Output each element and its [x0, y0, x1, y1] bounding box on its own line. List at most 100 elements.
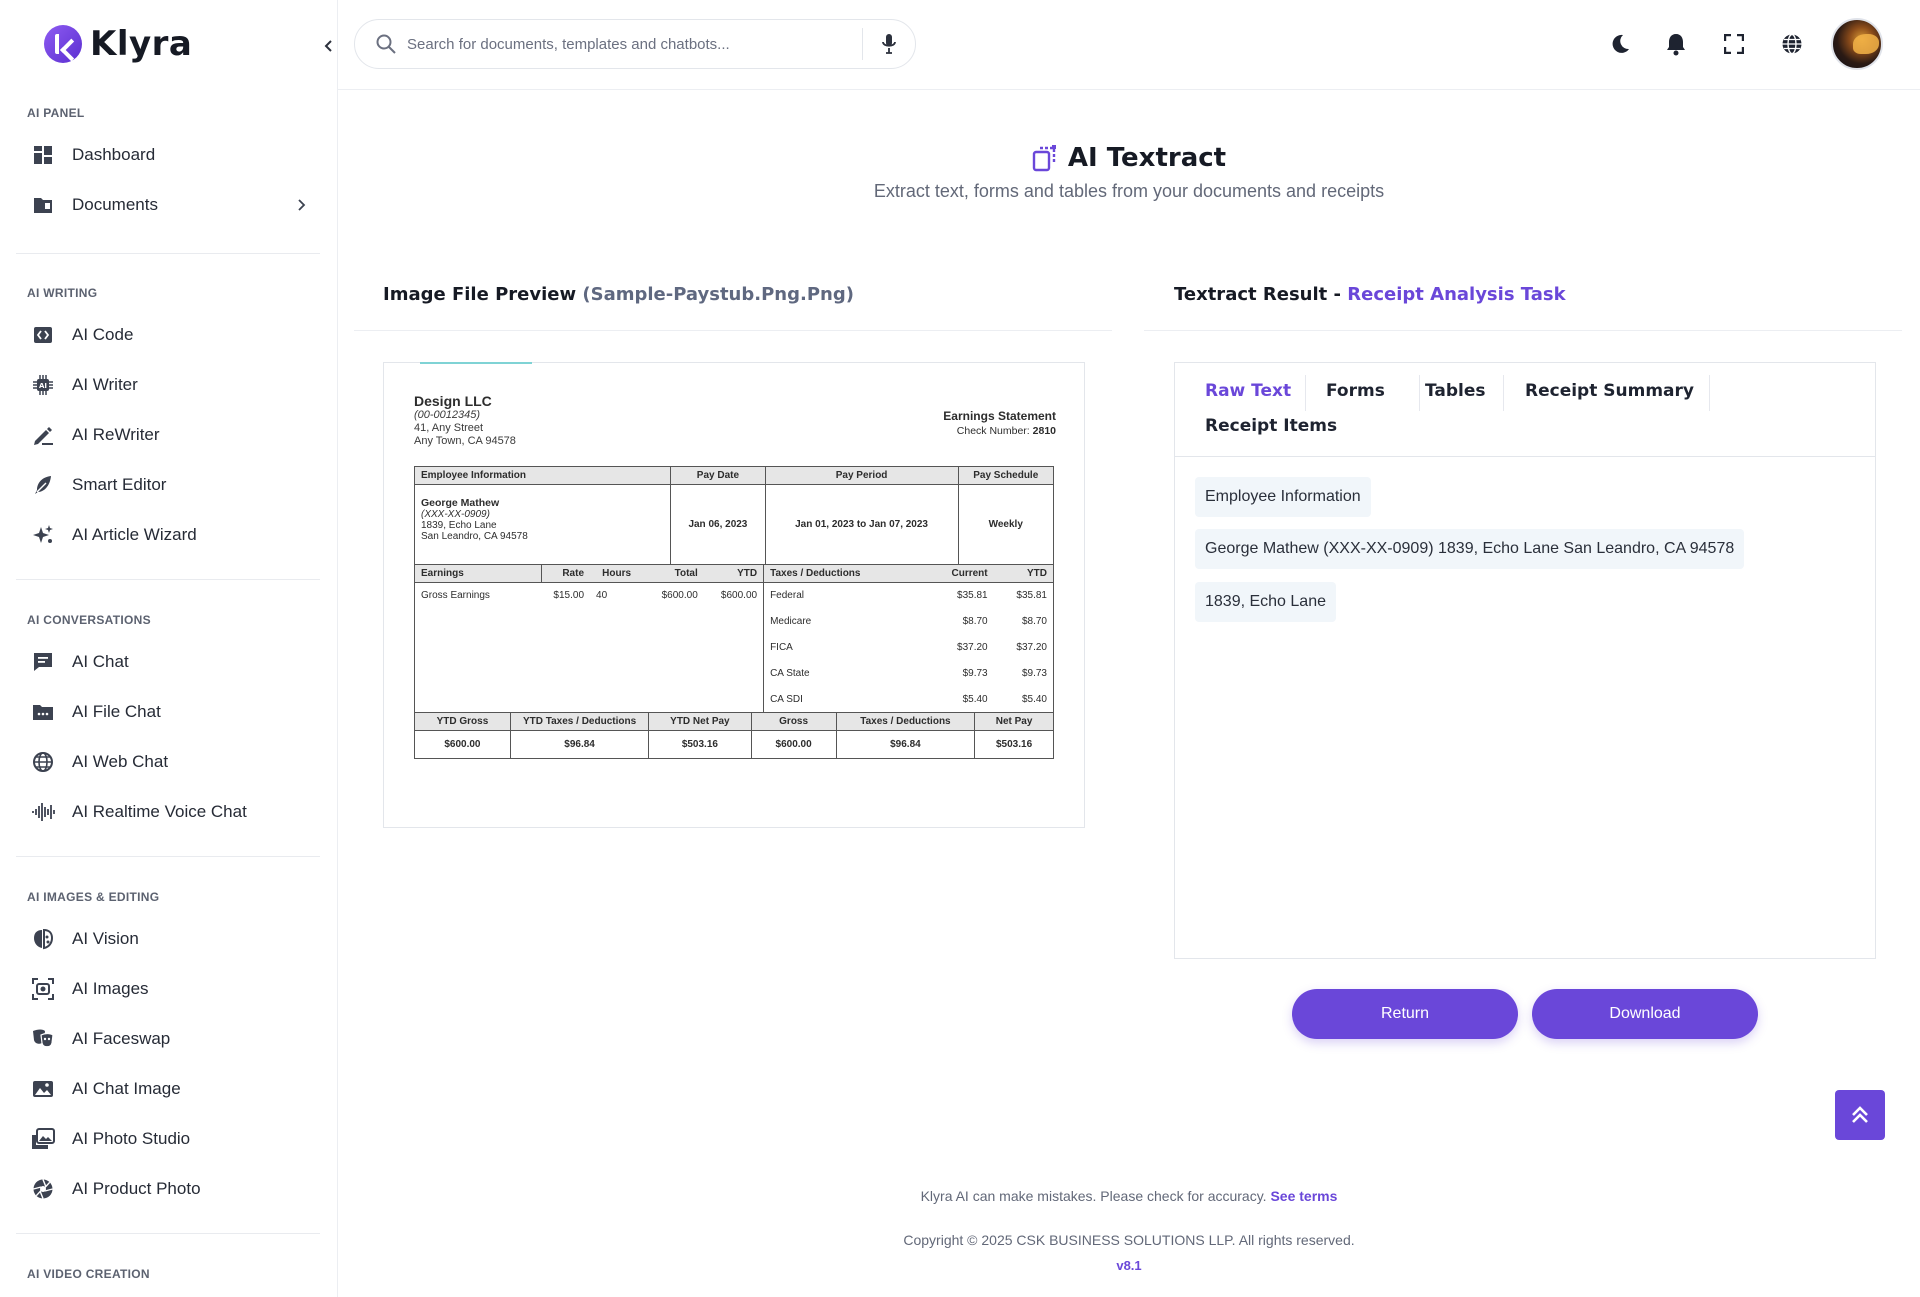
sidebar-item-label: AI Vision	[72, 929, 139, 948]
aperture-icon	[30, 1176, 56, 1202]
pay-period: Jan 01, 2023 to Jan 07, 2023	[764, 484, 959, 565]
main-content: AI Textract Extract text, forms and tabl…	[338, 91, 1920, 1297]
disclaimer: Klyra AI can make mistakes. Please check…	[338, 1188, 1920, 1204]
sidebar-divider	[16, 1233, 320, 1234]
earnings-rate: $15.00	[553, 590, 585, 602]
svg-text:AI: AI	[39, 382, 47, 390]
tax-ytd: $35.81	[993, 582, 1054, 609]
result-heading-divider	[1144, 330, 1902, 331]
globe-icon	[30, 749, 56, 775]
search-bar[interactable]	[354, 19, 916, 69]
earnings-total: $600.00	[661, 590, 698, 602]
sidebar-item-ai-realtime-voice-chat[interactable]: AI Realtime Voice Chat	[0, 787, 338, 837]
photo-stack-icon	[30, 1126, 56, 1152]
earnings-hours: 40	[596, 590, 608, 602]
app-logo[interactable]: Klyra	[44, 24, 192, 64]
tab-receipt-summary[interactable]: Receipt Summary	[1525, 381, 1694, 401]
sidebar-item-label: AI File Chat	[72, 702, 161, 721]
app-name: Klyra	[90, 24, 193, 64]
sidebar-item-label: Dashboard	[72, 145, 156, 164]
sidebar-item-label: AI Chat Image	[72, 1079, 181, 1098]
sidebar-item-ai-chat-image[interactable]: AI Chat Image	[0, 1064, 338, 1114]
tab-tables[interactable]: Tables	[1425, 381, 1486, 401]
tax-label: CA State	[770, 668, 810, 679]
dark-mode-toggle[interactable]	[1606, 30, 1634, 58]
tax-label: CA SDI	[770, 694, 803, 705]
sidebar-divider	[16, 579, 320, 580]
employee-address-line1: 1839, Echo Lane	[421, 520, 497, 531]
sidebar-item-documents[interactable]: Documents	[0, 180, 338, 230]
result-task-name: Receipt Analysis Task	[1347, 284, 1566, 305]
search-input[interactable]	[407, 35, 887, 53]
sidebar-item-ai-product-photo[interactable]: AI Product Photo	[0, 1164, 338, 1214]
microphone-icon[interactable]	[881, 33, 897, 59]
sidebar-item-ai-code[interactable]: AI Code	[0, 310, 338, 360]
table-header: Employee Information	[413, 466, 672, 485]
sidebar-item-ai-images[interactable]: AI Images	[0, 964, 338, 1014]
result-line: 1839, Echo Lane	[1195, 582, 1336, 622]
see-terms-link[interactable]: See terms	[1270, 1188, 1338, 1204]
folder-icon	[30, 192, 56, 218]
tab-receipt-items[interactable]: Receipt Items	[1205, 416, 1338, 436]
sidebar-divider	[16, 253, 320, 254]
table-header: Total	[637, 564, 704, 583]
sidebar-item-ai-writer[interactable]: AI AI Writer	[0, 360, 338, 410]
tab-forms[interactable]: Forms	[1326, 381, 1385, 401]
section-title: AI IMAGES & EDITING	[27, 890, 160, 904]
nav-section-ai-video: AI VIDEO CREATION	[0, 1267, 338, 1281]
page-title-row: AI Textract	[338, 143, 1920, 173]
sidebar-item-dashboard[interactable]: Dashboard	[0, 130, 338, 180]
fullscreen-button[interactable]	[1720, 30, 1748, 58]
table-header: Pay Date	[670, 466, 766, 485]
scroll-to-top-button[interactable]	[1835, 1090, 1885, 1140]
paystub-company-id: (00-0012345)	[414, 409, 481, 421]
download-button[interactable]: Download	[1532, 989, 1758, 1039]
table-header: Rate	[541, 564, 591, 583]
notifications-button[interactable]	[1662, 30, 1690, 58]
language-button[interactable]	[1778, 30, 1806, 58]
tab-separator	[1709, 375, 1710, 411]
sidebar-item-ai-file-chat[interactable]: AI File Chat	[0, 687, 338, 737]
result-heading: Textract Result - Receipt Analysis Task	[1174, 284, 1566, 305]
paystub-company: Design LLC	[414, 393, 492, 409]
table-header: Taxes / Deductions	[835, 711, 976, 731]
user-avatar[interactable]	[1831, 18, 1883, 70]
moon-icon	[1612, 34, 1629, 53]
return-button[interactable]: Return	[1292, 989, 1518, 1039]
summary-value: $600.00	[750, 729, 837, 759]
fullscreen-icon	[1724, 34, 1744, 54]
chip-icon: AI	[30, 372, 56, 398]
sidebar-item-label: AI Images	[72, 979, 149, 998]
table-header: YTD Taxes / Deductions	[509, 711, 650, 731]
tax-current: $9.73	[962, 668, 988, 679]
earnings-empty	[413, 608, 765, 635]
sidebar-item-ai-web-chat[interactable]: AI Web Chat	[0, 737, 338, 787]
sidebar-item-ai-chat[interactable]: AI Chat	[0, 637, 338, 687]
page-subtitle: Extract text, forms and tables from your…	[873, 181, 1385, 201]
sidebar-item-ai-article-wizard[interactable]: AI Article Wizard	[0, 510, 338, 560]
sidebar-item-ai-rewriter[interactable]: AI ReWriter	[0, 410, 338, 460]
version-label: v8.1	[1116, 1258, 1142, 1273]
search-divider	[862, 28, 863, 60]
voice-wave-icon	[30, 799, 56, 825]
tab-separator	[1305, 375, 1306, 411]
sidebar-item-label: Documents	[72, 195, 158, 214]
tax-label: Federal	[770, 590, 804, 602]
sidebar-item-ai-vision[interactable]: AI Vision	[0, 914, 338, 964]
sidebar-item-label: AI Realtime Voice Chat	[72, 802, 247, 821]
sidebar-item-ai-faceswap[interactable]: AI Faceswap	[0, 1014, 338, 1064]
sidebar-item-ai-photo-studio[interactable]: AI Photo Studio	[0, 1114, 338, 1164]
sidebar-item-smart-editor[interactable]: Smart Editor	[0, 460, 338, 510]
section-title: AI WRITING	[27, 286, 98, 300]
bell-icon	[1667, 34, 1685, 56]
sidebar-item-label: AI ReWriter	[72, 425, 160, 444]
sidebar-item-label: AI Code	[72, 325, 134, 344]
masks-icon	[30, 1026, 56, 1052]
tab-raw-text[interactable]: Raw Text	[1205, 381, 1292, 401]
table-header: Net Pay	[974, 711, 1054, 731]
result-line: George Mathew (XXX-XX-0909) 1839, Echo L…	[1195, 529, 1745, 569]
check-value: 2810	[1032, 425, 1056, 437]
sidebar-item-label: Smart Editor	[72, 475, 167, 494]
image-preview: Design LLC (00-0012345) 41, Any Street A…	[383, 362, 1085, 828]
sidebar-collapse-button[interactable]	[322, 34, 336, 58]
